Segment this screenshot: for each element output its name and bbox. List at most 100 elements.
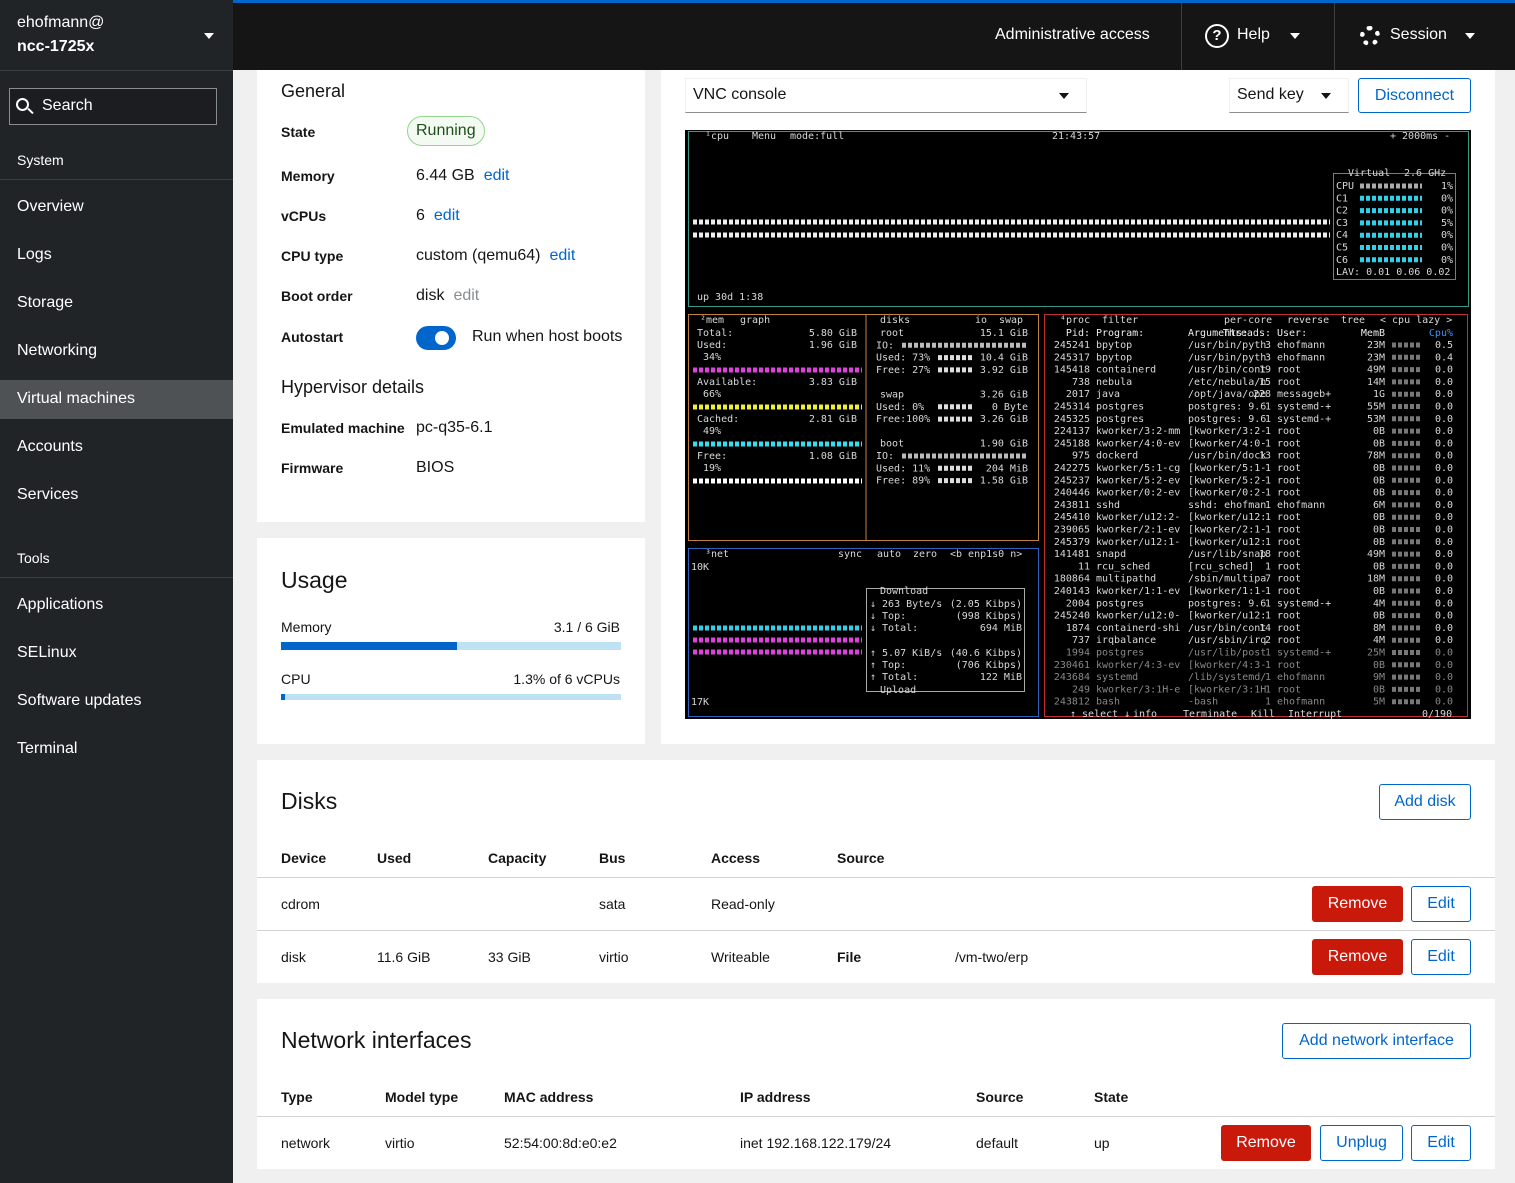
terminal-text: kworker/0:2-ev [1096,488,1180,499]
terminal-text: 3 [1265,352,1271,363]
terminal-text: 2017 [1066,389,1090,400]
terminal-text: root [1277,660,1301,671]
nav-item[interactable]: Virtual machines [17,389,135,409]
usage-value: 3.1 / 6 GiB [554,617,620,637]
terminal-text: 15 [1259,377,1271,388]
terminal-text: 0.0 [1435,389,1453,400]
terminal-text: ³net [705,549,729,560]
terminal-text: 0B [1373,561,1385,572]
terminal-text: Program: [1096,328,1144,339]
nav-item[interactable]: Software updates [17,691,142,711]
admin-access[interactable]: Administrative access [995,25,1150,45]
terminal-text: 13 [1259,451,1271,462]
terminal-text: Cached: [697,414,739,425]
terminal-text: kworker/u12:2- [1096,512,1180,523]
terminal-text: 0B [1373,525,1385,536]
terminal-text: containerd [1096,365,1156,376]
button[interactable]: Edit [1411,886,1471,922]
terminal-text: 15.1 GiB [980,328,1028,339]
button[interactable]: Add disk [1379,784,1471,820]
terminal-text: 245240 [1054,611,1090,622]
terminal-text: 245325 [1054,414,1090,425]
terminal-text: 1 [1265,586,1271,597]
terminal-text: [kworker/4:3- [1188,660,1266,671]
terminal-text: (2.05 Kibps) [950,599,1022,610]
button[interactable]: Remove [1221,1125,1311,1161]
section-title: Hypervisor details [281,377,424,397]
divider [0,70,233,71]
field-label: Emulated machine [281,418,405,438]
nav-item[interactable]: SELinux [17,643,77,663]
nav-item[interactable]: Storage [17,293,73,313]
terminal-text: 1 [1265,672,1271,683]
terminal-text: 0% [1441,230,1453,241]
nav-item[interactable]: Services [17,485,78,505]
table-cell: Read-only [711,894,775,914]
table-cell: inet 192.168.122.179/24 [740,1133,891,1153]
terminal-text: 1 [1265,660,1271,671]
button[interactable]: Remove [1312,939,1403,975]
terminal-text: 0.0 [1435,537,1453,548]
field-label: Autostart [281,327,343,347]
terminal-text: 19% [703,463,721,474]
terminal-text: 0.0 [1435,500,1453,511]
terminal-text: Download [880,586,928,597]
terminal-text: ²mem [700,315,724,326]
terminal-text: mode:full [790,131,844,142]
button[interactable]: Edit [1411,1125,1471,1161]
terminal-text: 0.0 [1435,611,1453,622]
terminal-text: 23M [1367,340,1385,351]
nav-item[interactable]: Networking [17,341,97,361]
terminal-text: 0.0 [1435,586,1453,597]
gear-icon [1360,26,1380,46]
terminal-text: 78M [1367,451,1385,462]
terminal-text: ↓ 263 Byte/s [870,599,942,610]
progress-bar [281,642,457,650]
search-input[interactable]: Search [42,96,93,116]
terminal-text: 180864 [1054,574,1090,585]
terminal-text: 228 [1253,389,1271,400]
terminal-text: 0.0 [1435,402,1453,413]
terminal-text: 0B [1373,438,1385,449]
button[interactable]: Unplug [1320,1125,1403,1161]
search-box [9,88,217,125]
section-title: General [281,81,345,101]
caret [1321,93,1331,99]
terminal-text: ↑ Top: [870,660,906,671]
button[interactable]: Edit [1411,939,1471,975]
vnc-screen[interactable]: ¹cpuMenumode:full21:43:57+ 2000ms -Virtu… [685,130,1471,719]
nav-item[interactable]: Terminal [17,739,77,759]
nav-item[interactable]: Overview [17,197,84,217]
terminal-text: 0B [1373,512,1385,523]
button[interactable]: Add network interface [1282,1023,1471,1059]
nav-item[interactable]: Logs [17,245,52,265]
terminal-text: /etc/nebula/n [1188,377,1266,388]
row-divider [257,877,1495,878]
edit-link[interactable]: edit [434,206,460,226]
button[interactable]: Disconnect [1358,78,1471,113]
terminal-text: Free: [697,451,727,462]
terminal-text: root [1277,463,1301,474]
terminal-text: 0% [1441,193,1453,204]
terminal-text: systemd-+ [1277,598,1331,609]
usage-label: CPU [281,669,311,689]
status-badge: Running [407,116,485,146]
terminal-text: 2004 [1066,598,1090,609]
terminal-text: /usr/bin/dock [1188,451,1266,462]
edit-link[interactable]: edit [484,166,510,186]
button[interactable]: Remove [1312,886,1403,922]
field-label: CPU type [281,246,343,266]
terminal-text: Upload [880,685,916,696]
terminal-text: 1874 [1066,623,1090,634]
help-icon: ? [1205,24,1229,48]
edit-link[interactable]: edit [550,246,576,266]
terminal-text: kworker/3:1H-e [1096,684,1180,695]
nav-item[interactable]: Applications [17,595,103,615]
edit-link: edit [453,286,479,306]
terminal-text: 1994 [1066,648,1090,659]
session-menu[interactable]: Session [1390,25,1447,45]
nav-item[interactable]: Accounts [17,437,83,457]
help-menu[interactable]: Help [1237,25,1270,45]
terminal-text: 245314 [1054,402,1090,413]
terminal-text: 0.0 [1435,451,1453,462]
